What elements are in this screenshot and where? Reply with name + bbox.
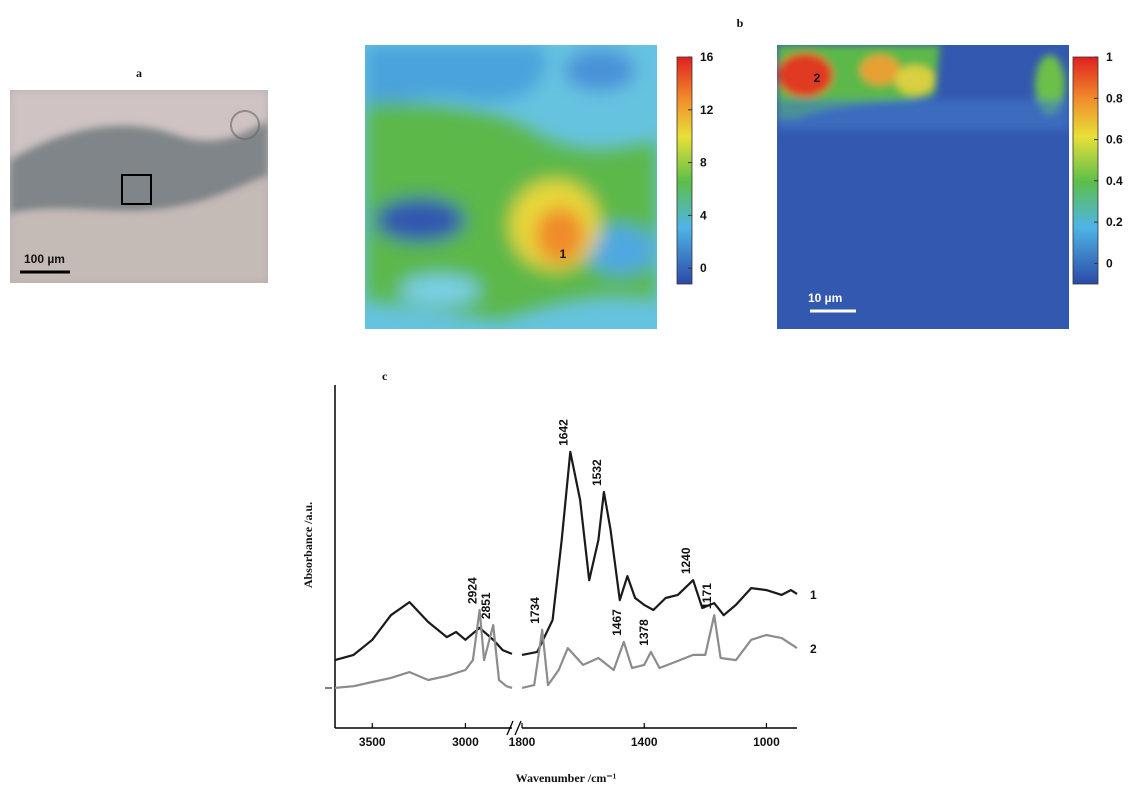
map-marker: 2 <box>814 71 821 85</box>
peak-label: 1734 <box>528 597 542 624</box>
figure: a 100 µm b 1 <box>0 0 1136 791</box>
colorbar <box>677 57 692 284</box>
x-axis-label: Wavenumber /cm⁻¹ <box>516 771 617 785</box>
peak-label: 1467 <box>610 609 624 636</box>
colorbar-tick-label: 4 <box>700 208 707 222</box>
series-label: 1 <box>810 588 817 602</box>
colorbar-tick-label: 0.2 <box>1106 215 1123 229</box>
heatmap <box>365 45 657 329</box>
spectrum-line <box>522 452 797 655</box>
colorbar-tick-label: 0.6 <box>1106 133 1123 147</box>
x-tick-label: 1800 <box>509 735 536 749</box>
colorbar-tick-label: 1 <box>1106 50 1113 64</box>
peak-label: 1378 <box>637 619 651 646</box>
peak-label: 1642 <box>556 419 570 446</box>
colorbar-tick-label: 8 <box>700 156 707 170</box>
peak-label: 2851 <box>479 592 493 619</box>
colorbar <box>1073 57 1098 284</box>
colorbar-tick-label: 0 <box>700 261 707 275</box>
colorbar-tick-label: 12 <box>700 103 714 117</box>
colorbar-tick-label: 0.8 <box>1106 91 1123 105</box>
panel-label: a <box>136 66 142 80</box>
x-tick-label: 1000 <box>753 735 780 749</box>
panel-label: b <box>737 16 744 30</box>
x-tick-label: 1400 <box>631 735 658 749</box>
y-axis-label: Absorbance /a.u. <box>301 502 315 588</box>
colorbar-tick-label: 0.4 <box>1106 174 1123 188</box>
peak-label: 2924 <box>466 577 480 604</box>
x-tick-label: 3000 <box>452 735 479 749</box>
heatmap <box>777 45 1069 329</box>
colorbar-tick-label: 0 <box>1106 256 1113 270</box>
colorbar-tick-label: 16 <box>700 50 714 64</box>
scale-bar-label: 10 µm <box>808 291 842 305</box>
spectrum-line <box>522 615 797 688</box>
axis-break <box>515 721 521 735</box>
series-label: 2 <box>810 642 817 656</box>
x-tick-label: 3500 <box>359 735 386 749</box>
peak-label: 1532 <box>590 459 604 486</box>
spectrum-chart: Wavenumber /cm⁻¹ Absorbance /a.u. 3500 30… <box>301 385 817 785</box>
scale-bar-label: 100 µm <box>24 252 65 266</box>
peak-label: 1171 <box>700 583 714 609</box>
map-marker: 1 <box>560 247 567 261</box>
peak-label: 1240 <box>679 547 693 574</box>
panel-label: c <box>382 369 388 383</box>
